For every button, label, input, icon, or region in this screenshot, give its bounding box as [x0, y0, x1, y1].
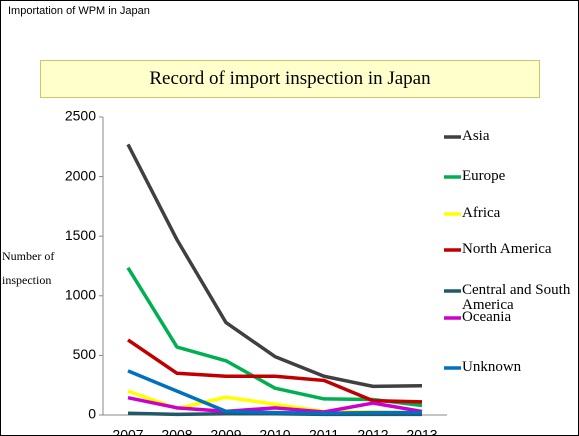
x-tick-label: 2013 [406, 427, 437, 436]
x-tick-label: 2008 [161, 427, 192, 436]
x-tick-label: 2010 [259, 427, 290, 436]
x-tick-label: 2012 [357, 427, 388, 436]
x-tick-label: 2011 [309, 427, 339, 436]
y-tick-label: 2500 [65, 108, 96, 124]
y-tick-label: 500 [73, 346, 97, 362]
series-line [127, 396, 423, 414]
header: Importation of WPM in Japan [8, 5, 150, 17]
y-tick-label: 1500 [65, 227, 96, 243]
legend-label: Asia [462, 128, 490, 144]
legend-label: Central and South America [462, 282, 571, 313]
legend-label: Unknown [462, 359, 522, 375]
legend-label: Oceania [462, 309, 512, 325]
y-tick-label: 1000 [65, 287, 96, 303]
legend-label: Africa [462, 205, 501, 221]
series-line [126, 143, 423, 389]
y-tick-label: 2000 [65, 167, 96, 183]
series-line [127, 338, 423, 404]
series-line [127, 369, 422, 415]
legend-label: Europe [462, 168, 506, 184]
x-tick-label: 2009 [210, 427, 241, 436]
y-tick-label: 0 [88, 406, 96, 422]
chart-title: Record of import inspection in Japan [40, 60, 540, 98]
y-axis-label: Number of inspection [2, 249, 55, 287]
x-tick-label: 2007 [112, 427, 143, 436]
legend-label: North America [462, 241, 552, 257]
